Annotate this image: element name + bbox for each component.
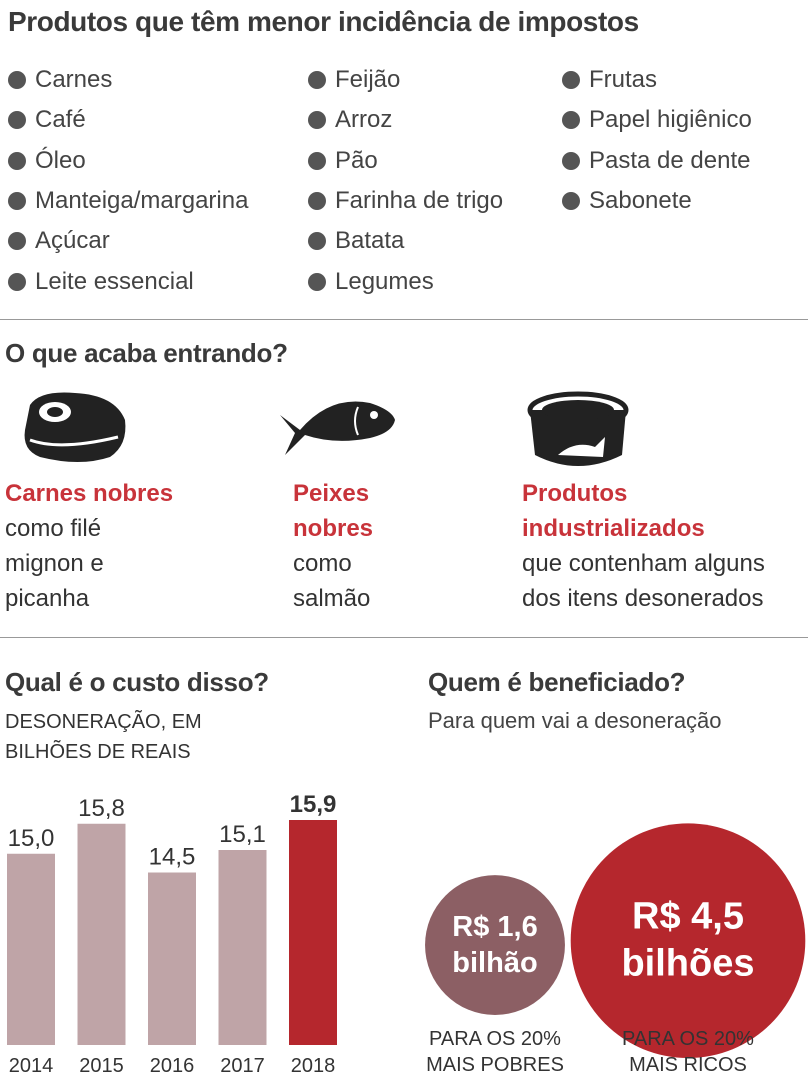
bullet: [562, 191, 580, 210]
bubble-chart: [425, 823, 806, 1058]
bullet: [308, 111, 326, 130]
product-item: Legumes: [335, 267, 434, 295]
item-title: Peixes nobres: [293, 480, 374, 542]
chart-title: Quem é beneficiado?: [428, 667, 686, 697]
bar-chart: 15,0 2014 15,8 2015 14,5 2016 15,1 2017 15,9 2018: [7, 791, 337, 1077]
value-label: 15,9: [290, 791, 337, 818]
divider: [0, 637, 808, 638]
bullet: [562, 71, 580, 89]
bullet: [308, 272, 326, 291]
category-label: PARA OS 20% MAIS POBRES: [426, 1028, 564, 1076]
product-item: Açúcar: [35, 227, 110, 255]
chart-subtitle: Para quem vai a desoneração: [428, 708, 722, 733]
item: Carnes nobres como filé mignon e picanha: [5, 476, 205, 616]
product-item: Farinha de trigo: [335, 186, 504, 214]
bar: [148, 872, 196, 1045]
product-item: Feijão: [335, 66, 401, 93]
item-title: Carnes nobres: [5, 480, 174, 507]
bullet: [308, 191, 326, 210]
item-text: como filé mignon e picanha: [5, 515, 104, 612]
x-tick-label: 2017: [220, 1055, 265, 1077]
bullet: [8, 232, 26, 251]
bar: [7, 853, 55, 1045]
value-label: 14,5: [149, 844, 196, 871]
item-text: que contenham alguns dos itens desonerad…: [522, 550, 765, 612]
product-item: Café: [35, 106, 86, 134]
bullet: [8, 151, 26, 170]
bullet: [8, 191, 26, 210]
bullet: [8, 111, 26, 130]
bullet: [308, 71, 326, 89]
product-item: Batata: [335, 227, 405, 255]
bar: [289, 820, 337, 1045]
x-tick-label: 2015: [79, 1055, 124, 1077]
product-item: Pasta de dente: [589, 146, 751, 174]
product-item: Papel higiênico: [589, 106, 752, 134]
bar: [77, 823, 126, 1045]
fish-icon: [280, 401, 395, 455]
product-item: Frutas: [589, 66, 658, 93]
product-item: Arroz: [335, 106, 393, 134]
bullet: [562, 151, 580, 170]
item: Produtos industrializados que contenham a…: [522, 476, 797, 616]
item-title: Produtos industrializados: [522, 480, 705, 542]
value-label: 15,1: [219, 821, 266, 848]
bullet: [308, 151, 326, 170]
bubble: [425, 875, 565, 1015]
x-tick-label: 2018: [291, 1055, 336, 1077]
item: Peixes nobres como salmão: [293, 476, 403, 616]
bar: [218, 850, 267, 1045]
bullet: [308, 232, 326, 251]
bullet: [8, 272, 26, 291]
product-item: Óleo: [35, 146, 86, 174]
product-item: Manteiga/margarina: [35, 186, 249, 214]
bullet: [8, 71, 26, 89]
section-title: O que acaba entrando?: [5, 338, 288, 368]
divider: [0, 319, 808, 320]
value-label: 15,0: [8, 825, 55, 852]
category-label: PARA OS 20% MAIS RICOS: [622, 1028, 754, 1076]
value-label: R$ 4,5 bilhões: [621, 895, 755, 985]
bubble: [570, 823, 806, 1058]
product-item: Pão: [335, 146, 378, 174]
chart-title: Qual é o custo disso?: [5, 667, 269, 697]
product-item: Carnes: [35, 66, 113, 93]
x-tick-label: 2016: [150, 1055, 195, 1077]
x-tick-label: 2014: [9, 1055, 54, 1077]
product-item: Leite essencial: [35, 267, 194, 295]
item-text: como salmão: [293, 550, 371, 612]
product-item: Sabonete: [589, 186, 692, 214]
can-icon: [527, 391, 629, 466]
value-label: R$ 1,6 bilhão: [452, 910, 538, 980]
icons: [24, 391, 629, 466]
title: Produtos que têm menor incidência de imp…: [8, 6, 639, 37]
bullet: [562, 111, 580, 130]
steak-icon: [24, 392, 126, 462]
chart-subtitle: DESONERAÇÃO, EM BILHÕES DE REAIS: [5, 711, 202, 763]
value-label: 15,8: [78, 795, 125, 822]
